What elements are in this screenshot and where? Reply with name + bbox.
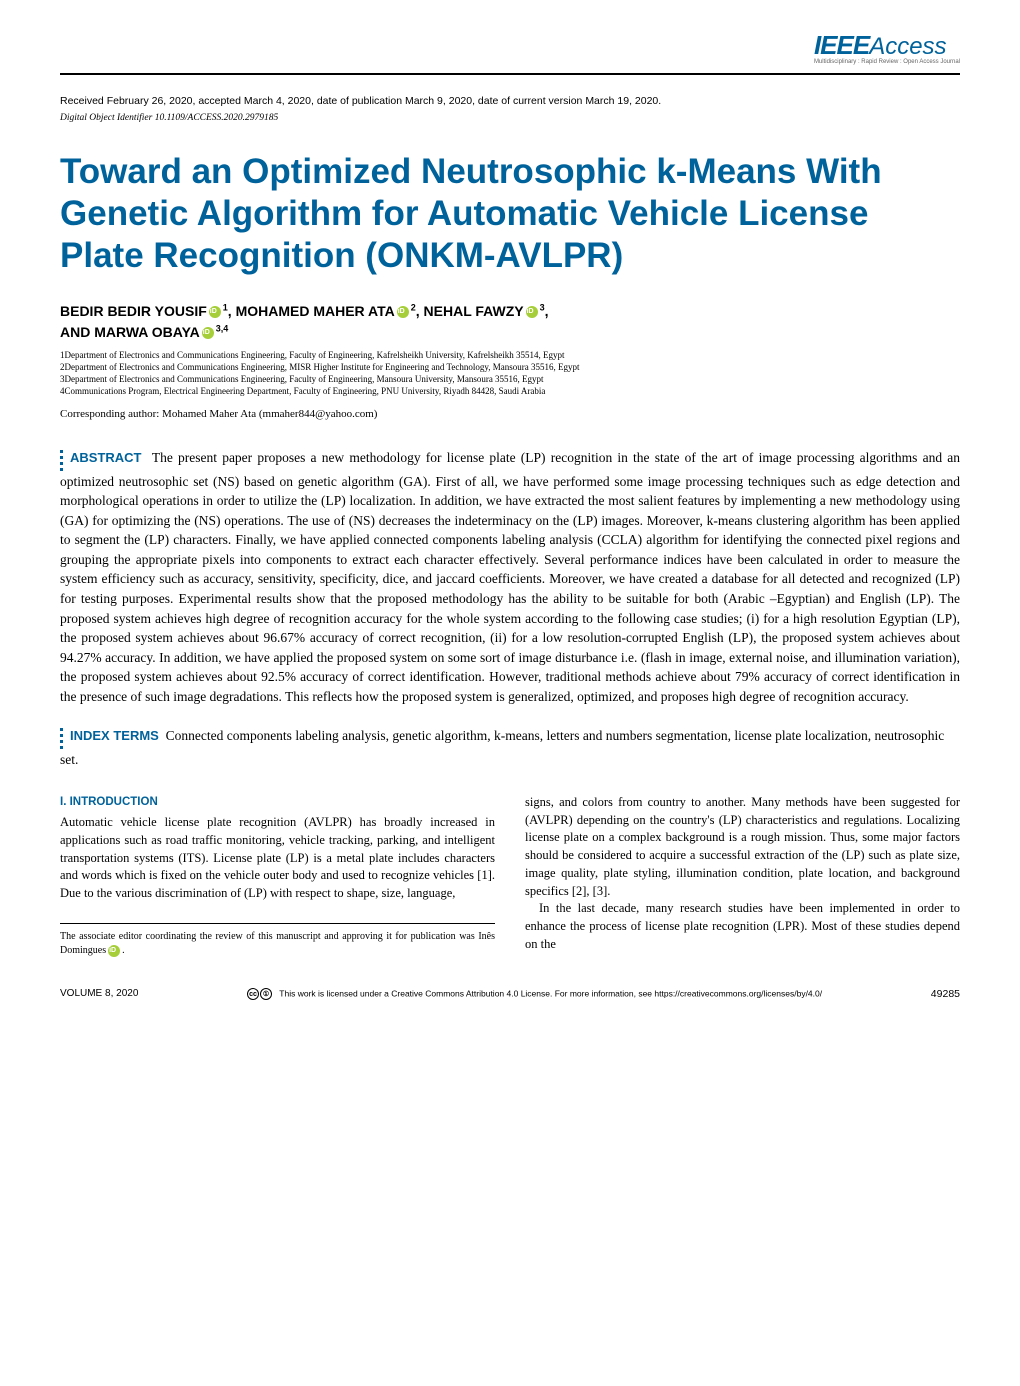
intro-paragraph-2: signs, and colors from country to anothe… bbox=[525, 794, 960, 901]
orcid-icon bbox=[397, 306, 409, 318]
body-columns: I. INTRODUCTION Automatic vehicle licens… bbox=[60, 794, 960, 958]
associate-editor-note: The associate editor coordinating the re… bbox=[60, 923, 495, 958]
affiliations-block: 1Department of Electronics and Communica… bbox=[60, 349, 960, 398]
author-4-prefix: AND bbox=[60, 324, 94, 340]
header-bar: IEEEAccess Multidisciplinary : Rapid Rev… bbox=[60, 30, 960, 75]
footer-page-number: 49285 bbox=[931, 988, 960, 1000]
page-footer: VOLUME 8, 2020 cc① This work is licensed… bbox=[60, 988, 960, 1000]
author-2-affil: 2 bbox=[411, 302, 416, 312]
marker-icon bbox=[60, 726, 64, 750]
editor-note-text: The associate editor coordinating the re… bbox=[60, 931, 495, 956]
corresponding-author: Corresponding author: Mohamed Maher Ata … bbox=[60, 408, 960, 420]
authors-block: BEDIR BEDIR YOUSIF1, MOHAMED MAHER ATA2,… bbox=[60, 301, 960, 343]
author-1: BEDIR BEDIR YOUSIF bbox=[60, 303, 207, 319]
access-logo-text: Access bbox=[869, 33, 946, 60]
affiliation-2: 2Department of Electronics and Communica… bbox=[60, 361, 960, 373]
affiliation-3: 3Department of Electronics and Communica… bbox=[60, 373, 960, 385]
intro-paragraph-1: Automatic vehicle license plate recognit… bbox=[60, 814, 495, 903]
orcid-icon bbox=[209, 306, 221, 318]
affiliation-4: 4Communications Program, Electrical Engi… bbox=[60, 385, 960, 397]
ieee-logo-text: IEEE bbox=[814, 30, 869, 60]
abstract-label: ABSTRACT bbox=[70, 450, 142, 465]
author-4-affil: 3,4 bbox=[216, 323, 229, 333]
right-column: signs, and colors from country to anothe… bbox=[525, 794, 960, 958]
journal-logo: IEEEAccess Multidisciplinary : Rapid Rev… bbox=[814, 30, 960, 65]
abstract-text: The present paper proposes a new methodo… bbox=[60, 450, 960, 704]
footer-volume: VOLUME 8, 2020 bbox=[60, 988, 138, 999]
doi: Digital Object Identifier 10.1109/ACCESS… bbox=[60, 113, 960, 123]
author-2: MOHAMED MAHER ATA bbox=[236, 303, 395, 319]
orcid-icon bbox=[526, 306, 538, 318]
orcid-icon bbox=[202, 327, 214, 339]
index-terms-label: INDEX TERMS bbox=[70, 728, 159, 743]
received-dates: Received February 26, 2020, accepted Mar… bbox=[60, 95, 960, 107]
marker-icon bbox=[60, 448, 64, 472]
left-column: I. INTRODUCTION Automatic vehicle licens… bbox=[60, 794, 495, 958]
author-3-affil: 3 bbox=[540, 302, 545, 312]
author-3: NEHAL FAWZY bbox=[424, 303, 524, 319]
cc-icon: cc bbox=[247, 988, 259, 1000]
intro-paragraph-3: In the last decade, many research studie… bbox=[525, 900, 960, 953]
author-1-affil: 1 bbox=[223, 302, 228, 312]
journal-tagline: Multidisciplinary : Rapid Review : Open … bbox=[814, 59, 960, 65]
author-4: MARWA OBAYA bbox=[94, 324, 200, 340]
footer-license-text: This work is licensed under a Creative C… bbox=[279, 988, 822, 998]
by-icon: ① bbox=[260, 988, 272, 1000]
footer-license: cc① This work is licensed under a Creati… bbox=[138, 988, 930, 1000]
cc-icons: cc① bbox=[247, 988, 273, 1000]
orcid-icon bbox=[108, 945, 120, 957]
index-terms-block: INDEX TERMS Connected components labelin… bbox=[60, 726, 960, 770]
affiliation-1: 1Department of Electronics and Communica… bbox=[60, 349, 960, 361]
paper-title: Toward an Optimized Neutrosophic k-Means… bbox=[60, 151, 960, 277]
abstract-block: ABSTRACT The present paper proposes a ne… bbox=[60, 448, 960, 707]
section-heading-intro: I. INTRODUCTION bbox=[60, 794, 495, 810]
index-terms-text: Connected components labeling analysis, … bbox=[60, 728, 944, 767]
